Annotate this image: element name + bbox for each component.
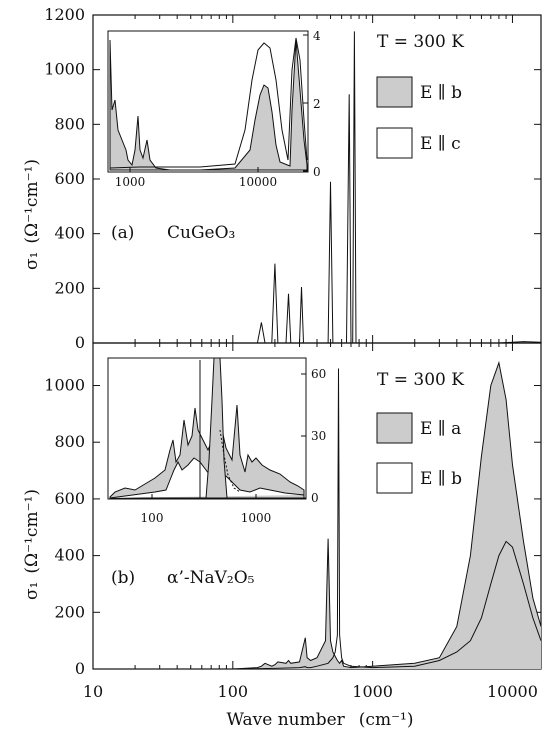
inset-b-ytick-30: 30 bbox=[311, 429, 326, 443]
a-ytick-label: 400 bbox=[54, 224, 85, 243]
panel-a-legend-swatch-2 bbox=[376, 127, 413, 159]
inset-b-series-b-peak bbox=[205, 357, 228, 499]
panel-b-legend-label-2: E ∥ b bbox=[420, 469, 462, 489]
inset-a-series-c bbox=[109, 37, 308, 169]
inset-b-dotted-curve bbox=[219, 429, 241, 493]
a-ytick-label: 200 bbox=[54, 278, 85, 297]
inset-b-series-b bbox=[109, 457, 305, 499]
inset-a-xticks: 1000 10000 bbox=[115, 167, 277, 189]
inset-b-xticks: 100 1000 bbox=[141, 494, 272, 525]
x-tick-label: 100 bbox=[218, 682, 249, 701]
panel-b-curve-a bbox=[93, 360, 542, 670]
x-tick-label: 1000 bbox=[352, 682, 393, 701]
inset-a-xtick-10000: 10000 bbox=[239, 175, 277, 189]
panel-b-material: α’-NaV₂O₅ bbox=[167, 568, 255, 588]
panel-b-curve-b bbox=[93, 368, 542, 670]
panel-a-inset: 1000 10000 0 2 4 bbox=[107, 29, 321, 189]
panel-b-legend-swatch-1 bbox=[376, 412, 413, 444]
panel-b-inset: 100 1000 0 30 60 bbox=[107, 357, 326, 525]
panel-b-label: (b) bbox=[111, 568, 135, 588]
a-ytick-label: 600 bbox=[54, 169, 85, 188]
x-axis-label: Wave number (cm⁻¹) bbox=[227, 710, 414, 730]
panel-a-label: (a) bbox=[111, 223, 134, 243]
inset-b-ytick-0: 0 bbox=[311, 491, 319, 505]
a-ytick-label: 1000 bbox=[44, 60, 85, 79]
inset-a-ytick-0: 0 bbox=[313, 165, 321, 179]
b-ytick-label: 1000 bbox=[44, 376, 85, 395]
panel-a-legend-swatch-1 bbox=[376, 76, 413, 108]
a-ytick-label: 0 bbox=[75, 333, 85, 352]
x-tick-label: 10000 bbox=[487, 682, 538, 701]
panel-a-legend-label-2: E ∥ c bbox=[420, 134, 461, 154]
x-tick-label: 10 bbox=[83, 682, 103, 701]
inset-a-xtick-1000: 1000 bbox=[115, 175, 146, 189]
b-ytick-label: 200 bbox=[54, 602, 85, 621]
panel-a: 0 200 400 600 800 1000 1200 σ₁(Ω⁻¹cm⁻¹) (a) Cu… bbox=[22, 5, 542, 352]
inset-b-xtick-100: 100 bbox=[141, 511, 164, 525]
panel-b-temperature: T = 300 K bbox=[377, 370, 464, 390]
inset-b-ytick-60: 60 bbox=[311, 367, 326, 381]
panel-b-area-fill bbox=[93, 362, 541, 669]
inset-a-ytick-4: 4 bbox=[313, 29, 321, 43]
panel-b-ylabel: σ₁(Ω⁻¹cm⁻¹) bbox=[22, 489, 42, 600]
panel-a-material: CuGeO₃ bbox=[167, 223, 235, 243]
a-ytick-label: 1200 bbox=[44, 5, 85, 24]
b-ytick-label: 400 bbox=[54, 546, 85, 565]
panel-b-legend-swatch-2 bbox=[376, 462, 413, 494]
panel-a-temperature: T = 300 K bbox=[377, 32, 464, 52]
b-ytick-label: 600 bbox=[54, 489, 85, 508]
inset-b-xtick-1000: 1000 bbox=[241, 511, 272, 525]
panel-b-legend-label-1: E ∥ a bbox=[420, 419, 461, 439]
b-ytick-label: 800 bbox=[54, 432, 85, 451]
b-ytick-label: 0 bbox=[75, 659, 85, 678]
inset-a-ytick-2: 2 bbox=[313, 97, 321, 111]
inset-a-yticks: 0 2 4 bbox=[303, 29, 321, 179]
inset-a-series-b bbox=[109, 39, 308, 171]
inset-b-yticks: 0 30 60 bbox=[301, 367, 326, 505]
panel-a-ylabel: σ₁(Ω⁻¹cm⁻¹) bbox=[22, 159, 42, 270]
a-ytick-label: 800 bbox=[54, 114, 85, 133]
panel-a-legend-label-1: E ∥ b bbox=[420, 83, 462, 103]
